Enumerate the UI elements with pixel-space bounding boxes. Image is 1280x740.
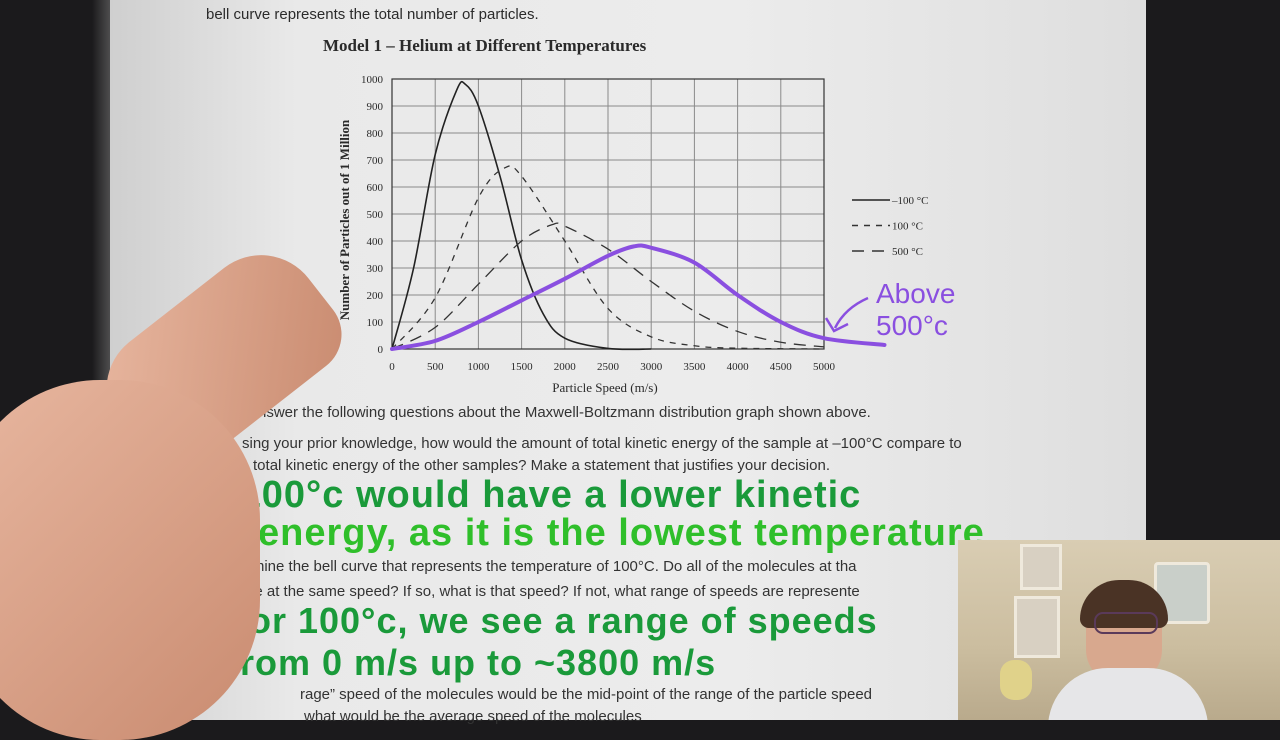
chart-curves — [390, 80, 887, 351]
y-tick-label-9: 900 — [367, 101, 384, 113]
answer-a-line2: energy, as it is the lowest temperature — [258, 512, 985, 554]
annotation-text: Above 500°c — [876, 278, 956, 341]
y-axis-label: Number of Particles out of 1 Million — [337, 119, 352, 320]
y-tick-label-10: 1000 — [361, 74, 384, 86]
annotation-above-500: Above 500°c — [876, 278, 986, 342]
answer-a-line1: -100°c would have a lower kinetic — [226, 474, 862, 516]
curve-series-1 — [391, 165, 825, 350]
curve-series-0 — [391, 80, 652, 351]
flower-vase — [1000, 660, 1032, 700]
curve-series-3 — [390, 243, 887, 351]
x-tick-label-2: 1000 — [467, 361, 490, 373]
question-a-line2: the total kinetic energy of the other sa… — [228, 457, 830, 474]
annotation-arrow — [833, 296, 869, 329]
legend-label-1: 100 °C — [892, 221, 923, 233]
x-axis-label: Particle Speed (m/s) — [552, 380, 657, 395]
x-tick-label-9: 4500 — [770, 361, 793, 373]
wall-frame-left — [1020, 544, 1062, 590]
x-tick-label-1: 500 — [427, 361, 444, 373]
x-tick-label-3: 1500 — [511, 361, 534, 373]
answer-b-line1: For 100°c, we see a range of speeds — [226, 600, 878, 641]
y-tick-label-3: 300 — [367, 263, 384, 275]
chart-legend: –100 °C 100 °C 500 °C — [852, 195, 929, 258]
question-c-line2: what would be the average speed of the m… — [304, 708, 642, 725]
model-title: Model 1 – Helium at Different Temperatur… — [323, 36, 647, 55]
pointing-hand — [0, 380, 260, 740]
y-tick-label-6: 600 — [367, 182, 384, 194]
y-tick-label-8: 800 — [367, 128, 384, 140]
x-tick-label-6: 3000 — [640, 361, 663, 373]
y-tick-label-1: 100 — [367, 317, 384, 329]
y-tick-label-4: 400 — [367, 236, 384, 248]
x-tick-label-4: 2000 — [554, 361, 577, 373]
webcam-overlay — [958, 540, 1280, 720]
presenter-glasses — [1094, 612, 1158, 634]
legend-label-0: –100 °C — [891, 195, 929, 207]
x-tick-label-7: 3500 — [683, 361, 706, 373]
maxwell-boltzmann-chart: 0 100 200 300 400 500 600 700 800 900 1000 0 500 100… — [337, 74, 929, 395]
answer-b-line2: rom 0 m/s up to ~3800 m/s — [240, 642, 717, 683]
question-b-line1: Examine the bell curve that represents t… — [226, 558, 857, 575]
annotation-arrowhead — [824, 317, 849, 333]
x-tick-label-5: 2500 — [597, 361, 620, 373]
y-tick-label-5: 500 — [367, 209, 384, 221]
question-intro: nswer the following questions about the … — [258, 404, 871, 421]
curve-series-2 — [391, 222, 825, 350]
y-tick-label-0: 0 — [378, 344, 384, 356]
x-tick-label-0: 0 — [389, 361, 395, 373]
wall-frame-mid — [1014, 596, 1060, 658]
y-tick-label-2: 200 — [367, 290, 384, 302]
question-b-line2: move at the same speed? If so, what is t… — [226, 583, 860, 600]
question-c-line1: rage” speed of the molecules would be th… — [300, 686, 873, 703]
presenter-body — [1048, 668, 1208, 720]
x-tick-label-8: 4000 — [727, 361, 750, 373]
y-tick-labels: 0 100 200 300 400 500 600 700 800 900 1000 — [361, 74, 384, 356]
intro-text: bell curve represents the total number o… — [206, 6, 539, 23]
x-tick-labels: 0 500 1000 1500 2000 2500 3000 3500 4000 4500 5000 — [389, 361, 835, 373]
x-tick-label-10: 5000 — [813, 361, 836, 373]
y-tick-label-7: 700 — [367, 155, 384, 167]
legend-label-2: 500 °C — [892, 246, 923, 258]
question-a-line1: sing your prior knowledge, how would the… — [242, 435, 962, 452]
